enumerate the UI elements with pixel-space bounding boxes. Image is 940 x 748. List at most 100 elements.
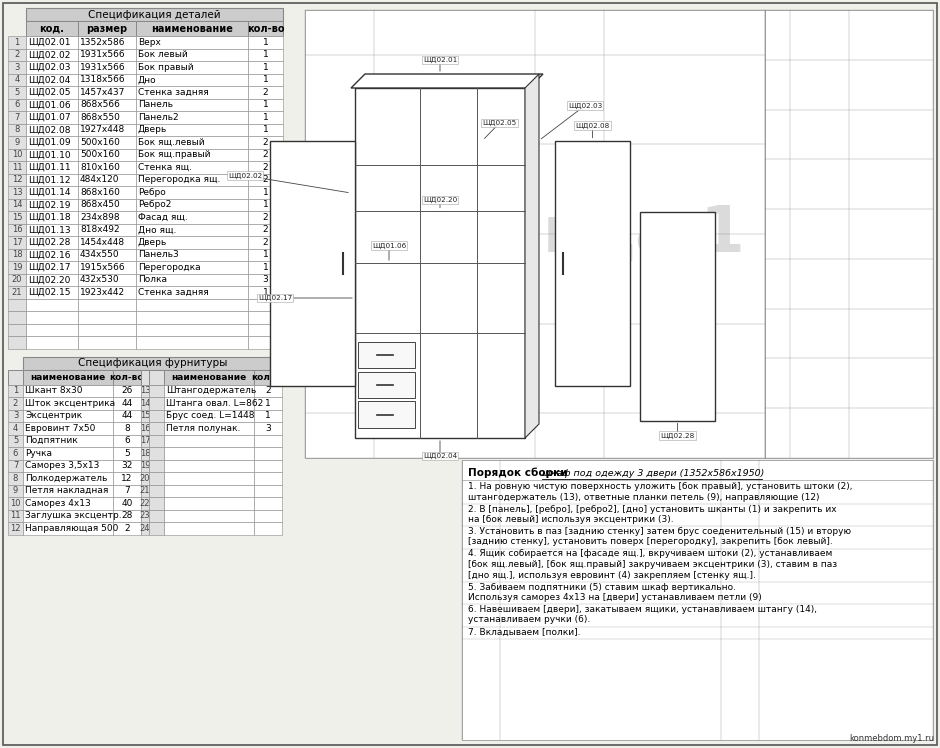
Bar bbox=[23, 409, 113, 422]
Text: ШД02.04: ШД02.04 bbox=[423, 453, 457, 459]
Bar bbox=[23, 485, 113, 497]
Text: Бок ящ.правый: Бок ящ.правый bbox=[138, 150, 211, 159]
Bar bbox=[136, 286, 248, 298]
Text: Направляющая 500: Направляющая 500 bbox=[25, 524, 118, 533]
Bar bbox=[113, 485, 141, 497]
Text: 16: 16 bbox=[140, 424, 150, 433]
Text: 2: 2 bbox=[265, 386, 271, 395]
Bar bbox=[78, 61, 136, 73]
Text: 1923x442: 1923x442 bbox=[80, 288, 125, 297]
Text: ШД01.18: ШД01.18 bbox=[28, 212, 70, 221]
Text: Полкодержатель: Полкодержатель bbox=[25, 473, 107, 482]
Text: 3: 3 bbox=[265, 424, 271, 433]
Bar bbox=[8, 485, 23, 497]
Bar bbox=[8, 86, 26, 99]
Bar bbox=[164, 497, 254, 509]
Bar bbox=[26, 224, 78, 236]
Bar bbox=[149, 422, 164, 435]
Text: 1: 1 bbox=[265, 399, 271, 408]
Text: Штанга овал. L=862: Штанга овал. L=862 bbox=[166, 399, 263, 408]
Bar bbox=[248, 274, 283, 286]
Bar bbox=[136, 36, 248, 49]
Text: 12: 12 bbox=[121, 473, 133, 482]
Text: 16: 16 bbox=[11, 225, 23, 234]
Bar bbox=[113, 435, 141, 447]
Bar bbox=[23, 497, 113, 509]
Bar bbox=[8, 236, 26, 248]
Text: Стенка задняя: Стенка задняя bbox=[138, 288, 209, 297]
Text: 17: 17 bbox=[140, 436, 150, 445]
Text: наименование: наименование bbox=[151, 23, 233, 34]
Text: кол-во: кол-во bbox=[246, 23, 284, 34]
Bar bbox=[8, 509, 23, 522]
Bar bbox=[248, 286, 283, 298]
Bar bbox=[136, 49, 248, 61]
Bar bbox=[78, 311, 136, 323]
Text: Дно: Дно bbox=[138, 76, 157, 85]
Bar bbox=[8, 198, 26, 211]
Bar bbox=[113, 459, 141, 472]
Text: ШД02.28: ШД02.28 bbox=[661, 432, 695, 438]
Text: 44: 44 bbox=[121, 411, 133, 420]
Text: [дно ящ.], используя евровинт (4) закрепляем [стенку ящ.].: [дно ящ.], используя евровинт (4) закреп… bbox=[468, 571, 756, 580]
Text: ШД01.07: ШД01.07 bbox=[28, 113, 70, 122]
Text: 20: 20 bbox=[11, 275, 23, 284]
Bar bbox=[8, 435, 23, 447]
Text: konmebdom.my1.ru: konmebdom.my1.ru bbox=[849, 734, 934, 743]
Text: 484x120: 484x120 bbox=[80, 175, 119, 184]
Text: 1: 1 bbox=[262, 37, 269, 47]
Bar bbox=[8, 298, 26, 311]
Text: 32: 32 bbox=[121, 462, 133, 470]
Bar bbox=[141, 384, 149, 397]
Text: ШД02.05: ШД02.05 bbox=[28, 88, 70, 96]
Bar bbox=[141, 459, 149, 472]
Text: 1: 1 bbox=[262, 50, 269, 59]
Bar bbox=[141, 522, 149, 535]
Text: 13: 13 bbox=[140, 386, 150, 395]
Bar bbox=[78, 86, 136, 99]
Bar bbox=[113, 497, 141, 509]
Text: Эксцентрик: Эксцентрик bbox=[25, 411, 82, 420]
Bar bbox=[248, 149, 283, 161]
Bar bbox=[78, 323, 136, 336]
Bar bbox=[164, 370, 254, 384]
Bar bbox=[149, 509, 164, 522]
Text: 1352x586: 1352x586 bbox=[80, 37, 126, 47]
Bar bbox=[26, 161, 78, 174]
Bar bbox=[26, 248, 78, 261]
Text: ШД02.08: ШД02.08 bbox=[28, 125, 70, 134]
Text: кол-во: кол-во bbox=[110, 373, 144, 381]
Bar bbox=[248, 49, 283, 61]
Text: 868x566: 868x566 bbox=[80, 100, 120, 109]
Bar bbox=[8, 136, 26, 149]
Text: 500x160: 500x160 bbox=[80, 138, 120, 147]
Bar bbox=[136, 186, 248, 198]
Text: Панель: Панель bbox=[138, 100, 173, 109]
Text: 24: 24 bbox=[140, 524, 150, 533]
Bar bbox=[8, 472, 23, 485]
Text: 19: 19 bbox=[11, 263, 23, 272]
Bar bbox=[141, 422, 149, 435]
Text: ШД01.14: ШД01.14 bbox=[28, 188, 70, 197]
Polygon shape bbox=[351, 74, 543, 88]
Text: 3. Установить в паз [заднию стенку] затем брус соеденительный (15) и вторую: 3. Установить в паз [заднию стенку] зате… bbox=[468, 527, 851, 536]
Text: размер: размер bbox=[86, 23, 128, 34]
Bar bbox=[8, 211, 26, 224]
Bar bbox=[136, 174, 248, 186]
Text: 5. Забиваем подпятники (5) ставим шкаф вертикально.: 5. Забиваем подпятники (5) ставим шкаф в… bbox=[468, 583, 736, 592]
Text: штангодержатель (13), ответные планки петель (9), направляющие (12): штангодержатель (13), ответные планки пе… bbox=[468, 492, 820, 501]
Text: Штангодержатель: Штангодержатель bbox=[166, 386, 257, 395]
Bar bbox=[358, 342, 415, 368]
Bar bbox=[23, 509, 113, 522]
Bar bbox=[358, 372, 415, 398]
Text: 868x450: 868x450 bbox=[80, 200, 119, 209]
Text: Саморез 3,5х13: Саморез 3,5х13 bbox=[25, 462, 100, 470]
Bar bbox=[8, 61, 26, 73]
Text: Шкант 8х30: Шкант 8х30 bbox=[25, 386, 83, 395]
Text: 19: 19 bbox=[140, 462, 150, 470]
Text: 9: 9 bbox=[14, 138, 20, 147]
Bar bbox=[248, 236, 283, 248]
Bar bbox=[26, 311, 78, 323]
Text: ШД02.20: ШД02.20 bbox=[423, 197, 457, 203]
Bar bbox=[141, 472, 149, 485]
